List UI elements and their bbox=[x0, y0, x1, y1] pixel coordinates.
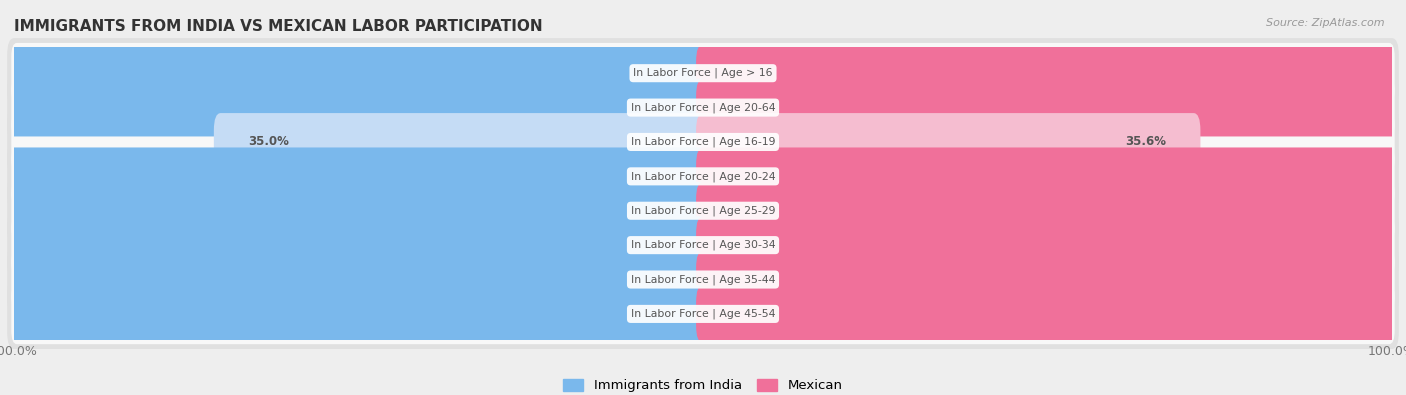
Text: In Labor Force | Age 30-34: In Labor Force | Age 30-34 bbox=[631, 240, 775, 250]
FancyBboxPatch shape bbox=[696, 44, 1406, 102]
FancyBboxPatch shape bbox=[696, 79, 1406, 136]
FancyBboxPatch shape bbox=[7, 176, 1399, 246]
Text: In Labor Force | Age 25-29: In Labor Force | Age 25-29 bbox=[631, 205, 775, 216]
FancyBboxPatch shape bbox=[7, 38, 1399, 108]
Text: In Labor Force | Age > 16: In Labor Force | Age > 16 bbox=[633, 68, 773, 79]
FancyBboxPatch shape bbox=[0, 251, 710, 308]
FancyBboxPatch shape bbox=[696, 182, 1406, 240]
FancyBboxPatch shape bbox=[11, 112, 1395, 172]
FancyBboxPatch shape bbox=[696, 285, 1406, 343]
FancyBboxPatch shape bbox=[7, 245, 1399, 314]
FancyBboxPatch shape bbox=[11, 249, 1395, 310]
FancyBboxPatch shape bbox=[0, 44, 710, 102]
FancyBboxPatch shape bbox=[0, 79, 710, 136]
FancyBboxPatch shape bbox=[7, 210, 1399, 280]
FancyBboxPatch shape bbox=[214, 113, 710, 171]
FancyBboxPatch shape bbox=[7, 279, 1399, 349]
FancyBboxPatch shape bbox=[11, 77, 1395, 138]
Text: 35.6%: 35.6% bbox=[1125, 135, 1166, 149]
Text: Source: ZipAtlas.com: Source: ZipAtlas.com bbox=[1267, 18, 1385, 28]
FancyBboxPatch shape bbox=[11, 43, 1395, 103]
Text: In Labor Force | Age 35-44: In Labor Force | Age 35-44 bbox=[631, 274, 775, 285]
FancyBboxPatch shape bbox=[696, 113, 1201, 171]
FancyBboxPatch shape bbox=[11, 215, 1395, 275]
FancyBboxPatch shape bbox=[696, 251, 1406, 308]
FancyBboxPatch shape bbox=[0, 285, 710, 343]
FancyBboxPatch shape bbox=[11, 181, 1395, 241]
FancyBboxPatch shape bbox=[696, 216, 1406, 274]
FancyBboxPatch shape bbox=[7, 141, 1399, 211]
Text: In Labor Force | Age 20-24: In Labor Force | Age 20-24 bbox=[631, 171, 775, 182]
Text: In Labor Force | Age 20-64: In Labor Force | Age 20-64 bbox=[631, 102, 775, 113]
FancyBboxPatch shape bbox=[7, 107, 1399, 177]
Legend: Immigrants from India, Mexican: Immigrants from India, Mexican bbox=[558, 373, 848, 395]
FancyBboxPatch shape bbox=[0, 216, 710, 274]
Text: In Labor Force | Age 45-54: In Labor Force | Age 45-54 bbox=[631, 308, 775, 319]
Text: In Labor Force | Age 16-19: In Labor Force | Age 16-19 bbox=[631, 137, 775, 147]
FancyBboxPatch shape bbox=[7, 73, 1399, 143]
FancyBboxPatch shape bbox=[11, 284, 1395, 344]
Text: IMMIGRANTS FROM INDIA VS MEXICAN LABOR PARTICIPATION: IMMIGRANTS FROM INDIA VS MEXICAN LABOR P… bbox=[14, 19, 543, 34]
FancyBboxPatch shape bbox=[0, 182, 710, 240]
FancyBboxPatch shape bbox=[0, 147, 710, 205]
Text: 35.0%: 35.0% bbox=[249, 135, 290, 149]
FancyBboxPatch shape bbox=[696, 147, 1406, 205]
FancyBboxPatch shape bbox=[11, 146, 1395, 207]
